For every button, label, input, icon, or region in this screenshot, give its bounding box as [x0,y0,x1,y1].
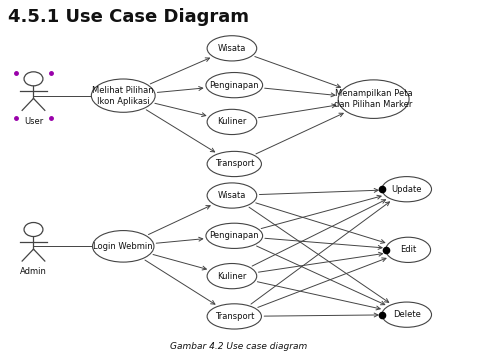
Text: Transport: Transport [215,159,254,168]
Text: Wisata: Wisata [217,191,246,200]
Ellipse shape [207,36,257,61]
Ellipse shape [386,237,431,262]
Text: Login Webmin: Login Webmin [93,242,153,251]
Ellipse shape [206,73,262,98]
Ellipse shape [93,231,154,262]
Text: Edit: Edit [400,245,416,254]
Text: Kuliner: Kuliner [217,117,247,126]
Ellipse shape [207,109,257,135]
Text: Menampilkan Peta
dan Pilihan Marker: Menampilkan Peta dan Pilihan Marker [335,89,413,109]
Text: Admin: Admin [20,267,47,276]
Ellipse shape [206,223,262,248]
Ellipse shape [91,79,155,112]
Text: 4.5.1 Use Case Diagram: 4.5.1 Use Case Diagram [8,8,249,26]
Ellipse shape [207,263,257,289]
Ellipse shape [207,304,261,329]
Ellipse shape [207,151,261,177]
Text: Wisata: Wisata [217,44,246,53]
Text: Delete: Delete [393,310,421,319]
Text: Transport: Transport [215,312,254,321]
Text: Update: Update [391,185,422,194]
Ellipse shape [338,80,409,119]
Ellipse shape [382,177,432,202]
Text: User: User [24,117,43,126]
Text: Melihat Pilihan
Ikon Aplikasi: Melihat Pilihan Ikon Aplikasi [92,85,154,106]
Text: Penginapan: Penginapan [209,80,259,90]
Text: Kuliner: Kuliner [217,272,247,281]
Ellipse shape [207,183,257,208]
Text: Gambar 4.2 Use case diagram: Gambar 4.2 Use case diagram [170,342,308,351]
Ellipse shape [382,302,432,327]
Text: Penginapan: Penginapan [209,231,259,240]
